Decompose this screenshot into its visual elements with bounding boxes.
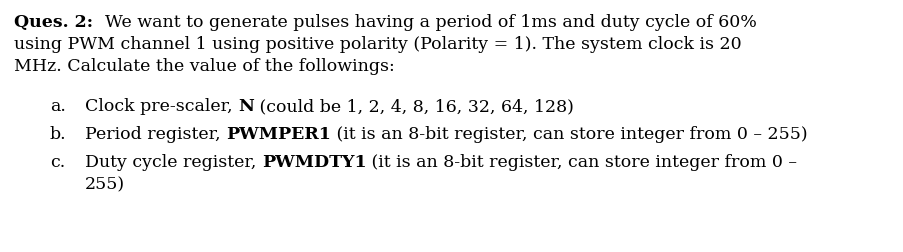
Text: MHz. Calculate the value of the followings:: MHz. Calculate the value of the followin… <box>14 58 395 75</box>
Text: 255): 255) <box>85 176 125 193</box>
Text: PWMDTY1: PWMDTY1 <box>262 154 366 171</box>
Text: N: N <box>237 98 254 115</box>
Text: a.: a. <box>50 98 66 115</box>
Text: Period register,: Period register, <box>85 126 226 143</box>
Text: Clock pre-scaler,: Clock pre-scaler, <box>85 98 237 115</box>
Text: (could be 1, 2, 4, 8, 16, 32, 64, 128): (could be 1, 2, 4, 8, 16, 32, 64, 128) <box>254 98 573 115</box>
Text: c.: c. <box>50 154 65 171</box>
Text: PWMPER1: PWMPER1 <box>226 126 330 143</box>
Text: Ques. 2:: Ques. 2: <box>14 14 93 31</box>
Text: Duty cycle register,: Duty cycle register, <box>85 154 262 171</box>
Text: using PWM channel 1 using positive polarity (Polarity = 1). The system clock is : using PWM channel 1 using positive polar… <box>14 36 740 53</box>
Text: We want to generate pulses having a period of 1ms and duty cycle of 60%: We want to generate pulses having a peri… <box>94 14 756 31</box>
Text: b.: b. <box>50 126 67 143</box>
Text: (it is an 8-bit register, can store integer from 0 – 255): (it is an 8-bit register, can store inte… <box>330 126 806 143</box>
Text: (it is an 8-bit register, can store integer from 0 –: (it is an 8-bit register, can store inte… <box>366 154 796 171</box>
